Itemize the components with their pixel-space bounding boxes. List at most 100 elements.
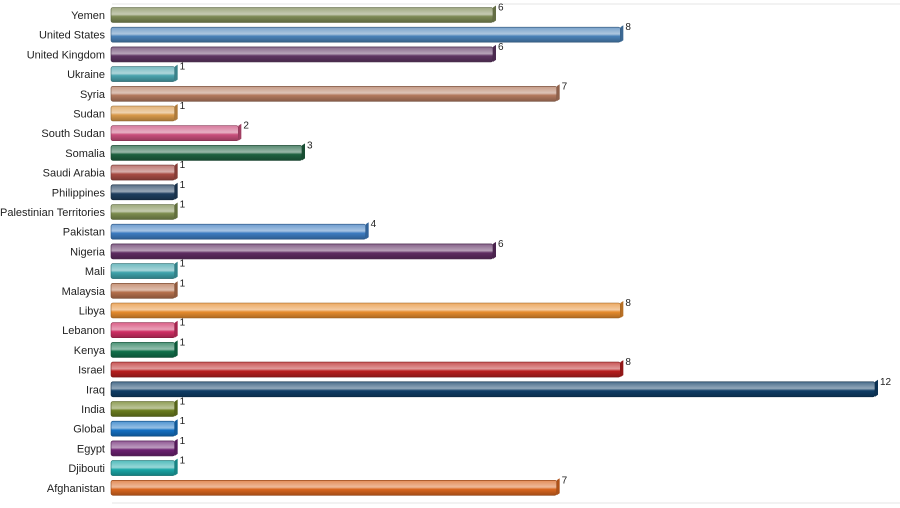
category-label-south-sudan: South Sudan <box>41 128 105 140</box>
bar-end-cap <box>365 222 369 240</box>
bar-end-cap <box>174 163 178 181</box>
bar-end-cap <box>875 379 878 397</box>
bar-palestinian-territories[interactable] <box>110 204 175 220</box>
bar-sudan[interactable] <box>110 105 175 122</box>
category-label-united-kingdom: United Kingdom <box>27 49 105 61</box>
category-label-india: India <box>81 404 106 416</box>
bar-iraq[interactable] <box>110 381 876 398</box>
value-label-djibouti: 1 <box>180 456 186 467</box>
bar-lebanon[interactable] <box>110 322 175 339</box>
bar-end-cap <box>174 261 178 279</box>
value-label-sudan: 1 <box>180 101 186 112</box>
bar-djibouti[interactable] <box>110 460 175 476</box>
bar-india[interactable] <box>110 401 175 417</box>
value-label-iraq: 12 <box>880 377 892 388</box>
category-label-sudan: Sudan <box>73 109 105 121</box>
category-label-mali: Mali <box>85 266 105 278</box>
value-label-israel: 8 <box>625 357 631 368</box>
category-label-egypt: Egypt <box>77 443 105 455</box>
value-label-syria: 7 <box>562 81 568 92</box>
bar-end-cap <box>174 104 178 121</box>
bar-end-cap <box>620 301 624 318</box>
bar-end-cap <box>556 478 560 496</box>
bar-end-cap <box>174 438 178 456</box>
value-label-malaysia: 1 <box>180 278 186 289</box>
bar-end-cap <box>174 182 178 200</box>
category-label-syria: Syria <box>80 89 106 101</box>
value-label-lebanon: 1 <box>180 318 186 329</box>
category-label-philippines: Philippines <box>52 187 106 199</box>
category-label-iraq: Iraq <box>86 384 105 396</box>
category-label-palestinian-territories: Palestinian Territories <box>0 207 105 219</box>
bar-end-cap <box>238 123 242 141</box>
category-label-lebanon: Lebanon <box>62 325 105 337</box>
value-label-libya: 8 <box>625 298 631 309</box>
bar-united-kingdom[interactable] <box>110 46 494 63</box>
value-label-palestinian-territories: 1 <box>180 200 186 211</box>
value-label-india: 1 <box>180 397 186 408</box>
bar-syria[interactable] <box>110 86 557 102</box>
bar-end-cap <box>174 320 178 338</box>
category-label-somalia: Somalia <box>65 148 106 160</box>
bar-kenya[interactable] <box>110 342 175 358</box>
category-label-afghanistan: Afghanistan <box>47 483 105 495</box>
bar-end-cap <box>174 281 178 299</box>
bar-nigeria[interactable] <box>110 243 494 260</box>
bar-end-cap <box>493 5 496 23</box>
bar-end-cap <box>620 25 624 43</box>
bar-saudi-arabia[interactable] <box>110 164 175 181</box>
bar-global[interactable] <box>110 420 175 437</box>
category-label-ukraine: Ukraine <box>67 69 105 81</box>
bar-pakistan[interactable] <box>110 223 366 240</box>
category-label-pakistan: Pakistan <box>63 227 105 239</box>
bar-end-cap <box>174 399 178 417</box>
bar-somalia[interactable] <box>110 145 303 161</box>
category-label-nigeria: Nigeria <box>70 246 106 258</box>
bar-end-cap <box>174 458 178 476</box>
value-label-yemen: 6 <box>498 3 504 14</box>
category-label-israel: Israel <box>78 365 105 377</box>
bar-egypt[interactable] <box>110 440 175 457</box>
category-label-yemen: Yemen <box>71 10 105 22</box>
value-label-global: 1 <box>180 416 186 427</box>
value-label-somalia: 3 <box>307 140 313 151</box>
bar-philippines[interactable] <box>110 184 175 201</box>
bar-end-cap <box>493 44 496 62</box>
value-label-pakistan: 4 <box>371 219 377 230</box>
category-label-saudi-arabia: Saudi Arabia <box>43 168 106 180</box>
value-label-egypt: 1 <box>180 436 186 447</box>
value-label-nigeria: 6 <box>498 239 504 250</box>
bar-ukraine[interactable] <box>110 66 175 82</box>
category-label-malaysia: Malaysia <box>62 286 106 298</box>
value-label-saudi-arabia: 1 <box>180 160 186 171</box>
bar-end-cap <box>174 340 178 358</box>
bar-end-cap <box>174 202 178 220</box>
category-label-libya: Libya <box>79 306 106 318</box>
value-label-united-states: 8 <box>625 22 631 33</box>
bar-south-sudan[interactable] <box>110 125 239 141</box>
bar-yemen[interactable] <box>110 7 494 23</box>
bar-afghanistan[interactable] <box>110 479 557 496</box>
bar-end-cap <box>620 360 624 378</box>
value-label-afghanistan: 7 <box>562 475 568 486</box>
bar-end-cap <box>493 241 496 259</box>
bar-united-states[interactable] <box>110 26 621 43</box>
bar-israel[interactable] <box>110 361 621 378</box>
value-label-philippines: 1 <box>180 180 186 191</box>
category-labels: Yemen United States United Kingdom Ukraine S… <box>0 10 106 495</box>
bar-mali[interactable] <box>110 263 175 279</box>
bars-layer <box>110 5 878 496</box>
bar-libya[interactable] <box>110 302 621 319</box>
category-label-global: Global <box>73 424 105 436</box>
bar-malaysia[interactable] <box>110 282 175 299</box>
value-label-ukraine: 1 <box>180 62 186 73</box>
bar-end-cap <box>556 84 560 102</box>
value-label-kenya: 1 <box>180 337 186 348</box>
bar-end-cap <box>302 143 305 161</box>
category-label-united-states: United States <box>39 30 106 42</box>
category-label-kenya: Kenya <box>74 345 106 357</box>
value-label-mali: 1 <box>180 259 186 270</box>
category-label-djibouti: Djibouti <box>68 463 105 475</box>
